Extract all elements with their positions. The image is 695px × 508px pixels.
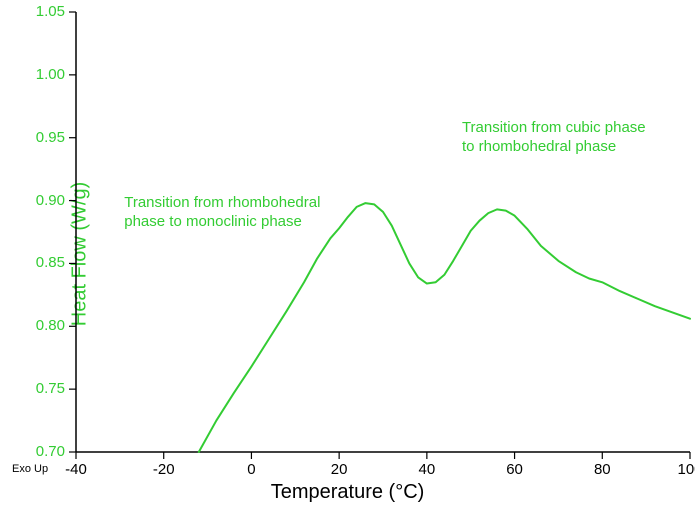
x-tick-label: -20 xyxy=(153,461,175,478)
y-tick-label: 1.05 xyxy=(36,3,65,20)
annotation-rhombohedral-to-monoclinic: Transition from rhombohedralphase to mon… xyxy=(124,194,320,232)
x-tick-label: 100 xyxy=(677,461,695,478)
x-tick-label: 60 xyxy=(506,461,523,478)
annotation-cubic-to-rhombohedral: Transition from cubic phaseto rhombohedr… xyxy=(462,119,646,157)
y-tick-label: 0.95 xyxy=(36,129,65,146)
x-tick-label: -40 xyxy=(65,461,87,478)
x-tick-label: 20 xyxy=(331,461,348,478)
y-tick-label: 0.85 xyxy=(36,254,65,271)
y-tick-label: 0.75 xyxy=(36,380,65,397)
dsc-thermogram-chart: Heat Flow (W/g) Temperature (°C) Exo Up … xyxy=(0,0,695,508)
heat-flow-curve xyxy=(199,203,690,452)
plot-area xyxy=(0,0,695,508)
x-tick-label: 0 xyxy=(247,461,255,478)
y-tick-label: 0.80 xyxy=(36,317,65,334)
x-tick-label: 80 xyxy=(594,461,611,478)
x-tick-label: 40 xyxy=(419,461,436,478)
y-tick-label: 1.00 xyxy=(36,66,65,83)
y-tick-label: 0.90 xyxy=(36,192,65,209)
y-tick-label: 0.70 xyxy=(36,443,65,460)
